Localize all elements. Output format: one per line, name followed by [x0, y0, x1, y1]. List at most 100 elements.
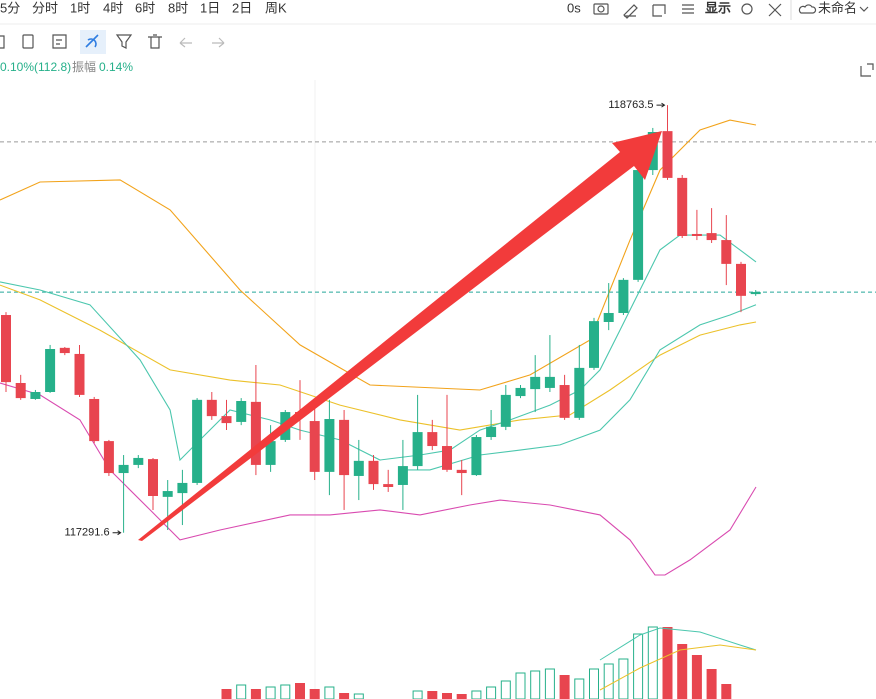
undo-icon[interactable]: [179, 37, 192, 48]
timer[interactable]: 0s: [567, 0, 581, 15]
draw-toolbar: [0, 30, 225, 54]
candle-body: [559, 385, 570, 418]
candle-body: [162, 491, 173, 497]
cloud-icon[interactable]: [798, 4, 817, 14]
candle-body: [383, 484, 394, 487]
volume-bar: [427, 691, 438, 699]
candle-body: [471, 437, 482, 476]
amplitude-label: 振幅: [72, 59, 96, 74]
candle-body: [368, 460, 379, 485]
interval[interactable]: 分时: [32, 0, 58, 15]
candle-body: [30, 392, 41, 399]
volume-bar: [265, 686, 276, 699]
candle-body: [574, 367, 585, 418]
candle-body: [221, 416, 232, 424]
interval[interactable]: 6时: [135, 0, 155, 15]
workspace-name[interactable]: 未命名: [818, 0, 857, 15]
volume-bar: [633, 633, 644, 699]
fullscreen-icon[interactable]: [768, 3, 782, 17]
volume-bar: [530, 670, 541, 699]
candle-body: [324, 419, 335, 472]
candle-body: [177, 482, 188, 494]
volume-bar: [280, 684, 291, 699]
candle-body: [589, 321, 599, 368]
volume-bar: [353, 693, 364, 699]
camera-icon[interactable]: [593, 3, 609, 15]
candle-body: [118, 464, 129, 474]
filter-icon[interactable]: [115, 34, 133, 49]
volume-ma-line: [599, 627, 757, 661]
interval[interactable]: 1时: [70, 0, 90, 15]
candle-body: [15, 382, 26, 399]
indicator-line: [0, 284, 757, 431]
frame-icon[interactable]: [652, 4, 666, 17]
candle-body: [236, 401, 247, 422]
candle-body: [74, 353, 85, 395]
candle-body: [148, 459, 158, 496]
amplitude: 0.14%: [99, 60, 133, 74]
camera-lens: [597, 5, 605, 13]
caret[interactable]: [859, 6, 869, 12]
volume-bar: [250, 689, 261, 699]
volume-bar: [515, 672, 526, 699]
interval[interactable]: 4时: [103, 0, 123, 15]
tool-icon[interactable]: [52, 34, 67, 49]
volume-bar: [647, 626, 658, 699]
volume-bar: [559, 675, 570, 699]
tool-icon[interactable]: [0, 35, 5, 49]
indicator-line: [0, 119, 757, 391]
candle-body: [691, 233, 702, 236]
volume-bar: [603, 663, 614, 699]
candle-body: [721, 240, 732, 264]
candle-body: [662, 131, 673, 178]
candle-body: [206, 399, 217, 417]
display-button[interactable]: 显示: [705, 0, 731, 15]
volume-bar: [471, 690, 482, 699]
candle-body: [45, 349, 56, 392]
candle-body: [1, 315, 11, 383]
indicator-line: [400, 304, 757, 471]
volume-bar: [442, 693, 452, 699]
candle-body: [486, 426, 497, 438]
candle-body: [456, 469, 467, 474]
volume-bar: [618, 658, 629, 699]
redo-icon[interactable]: [212, 37, 225, 48]
price-annotation: 118763.5: [608, 99, 653, 111]
volume-bar: [295, 683, 305, 699]
candle-body: [412, 432, 423, 467]
candle-body: [353, 460, 364, 476]
candle-body: [427, 432, 438, 447]
candle-body: [339, 419, 350, 476]
expand-icon[interactable]: [860, 63, 874, 77]
list-icon[interactable]: [682, 4, 694, 14]
candle-body: [544, 376, 555, 388]
candle-body: [500, 394, 511, 427]
drawn-arrow: [138, 131, 662, 541]
interval[interactable]: 周K: [265, 0, 287, 15]
volume-bar: [339, 693, 350, 699]
volume-bar: [589, 668, 599, 699]
interval[interactable]: 5分: [0, 0, 20, 15]
candle-body: [309, 421, 320, 472]
volume-bar: [662, 627, 673, 699]
interval[interactable]: 1日: [200, 0, 220, 15]
interval[interactable]: 8时: [168, 0, 188, 15]
change: 0.10%(112.8): [0, 60, 71, 74]
interval[interactable]: 2日: [232, 0, 252, 15]
candle-body: [677, 177, 688, 236]
volume-bar: [721, 684, 732, 699]
candle-body: [265, 441, 276, 465]
tool-active-bg: [80, 30, 106, 54]
delete-icon[interactable]: [148, 34, 162, 49]
settings-icon[interactable]: [741, 3, 753, 15]
tool-icon[interactable]: [85, 34, 99, 48]
pen-icon[interactable]: [623, 4, 638, 19]
candle-body: [750, 292, 761, 295]
volume-bar: [309, 689, 320, 699]
candle-body: [397, 466, 408, 485]
annotation-arrow: [656, 102, 666, 108]
tool-icon[interactable]: [22, 34, 34, 49]
candle-body: [442, 446, 452, 470]
volume-bar: [324, 686, 335, 699]
